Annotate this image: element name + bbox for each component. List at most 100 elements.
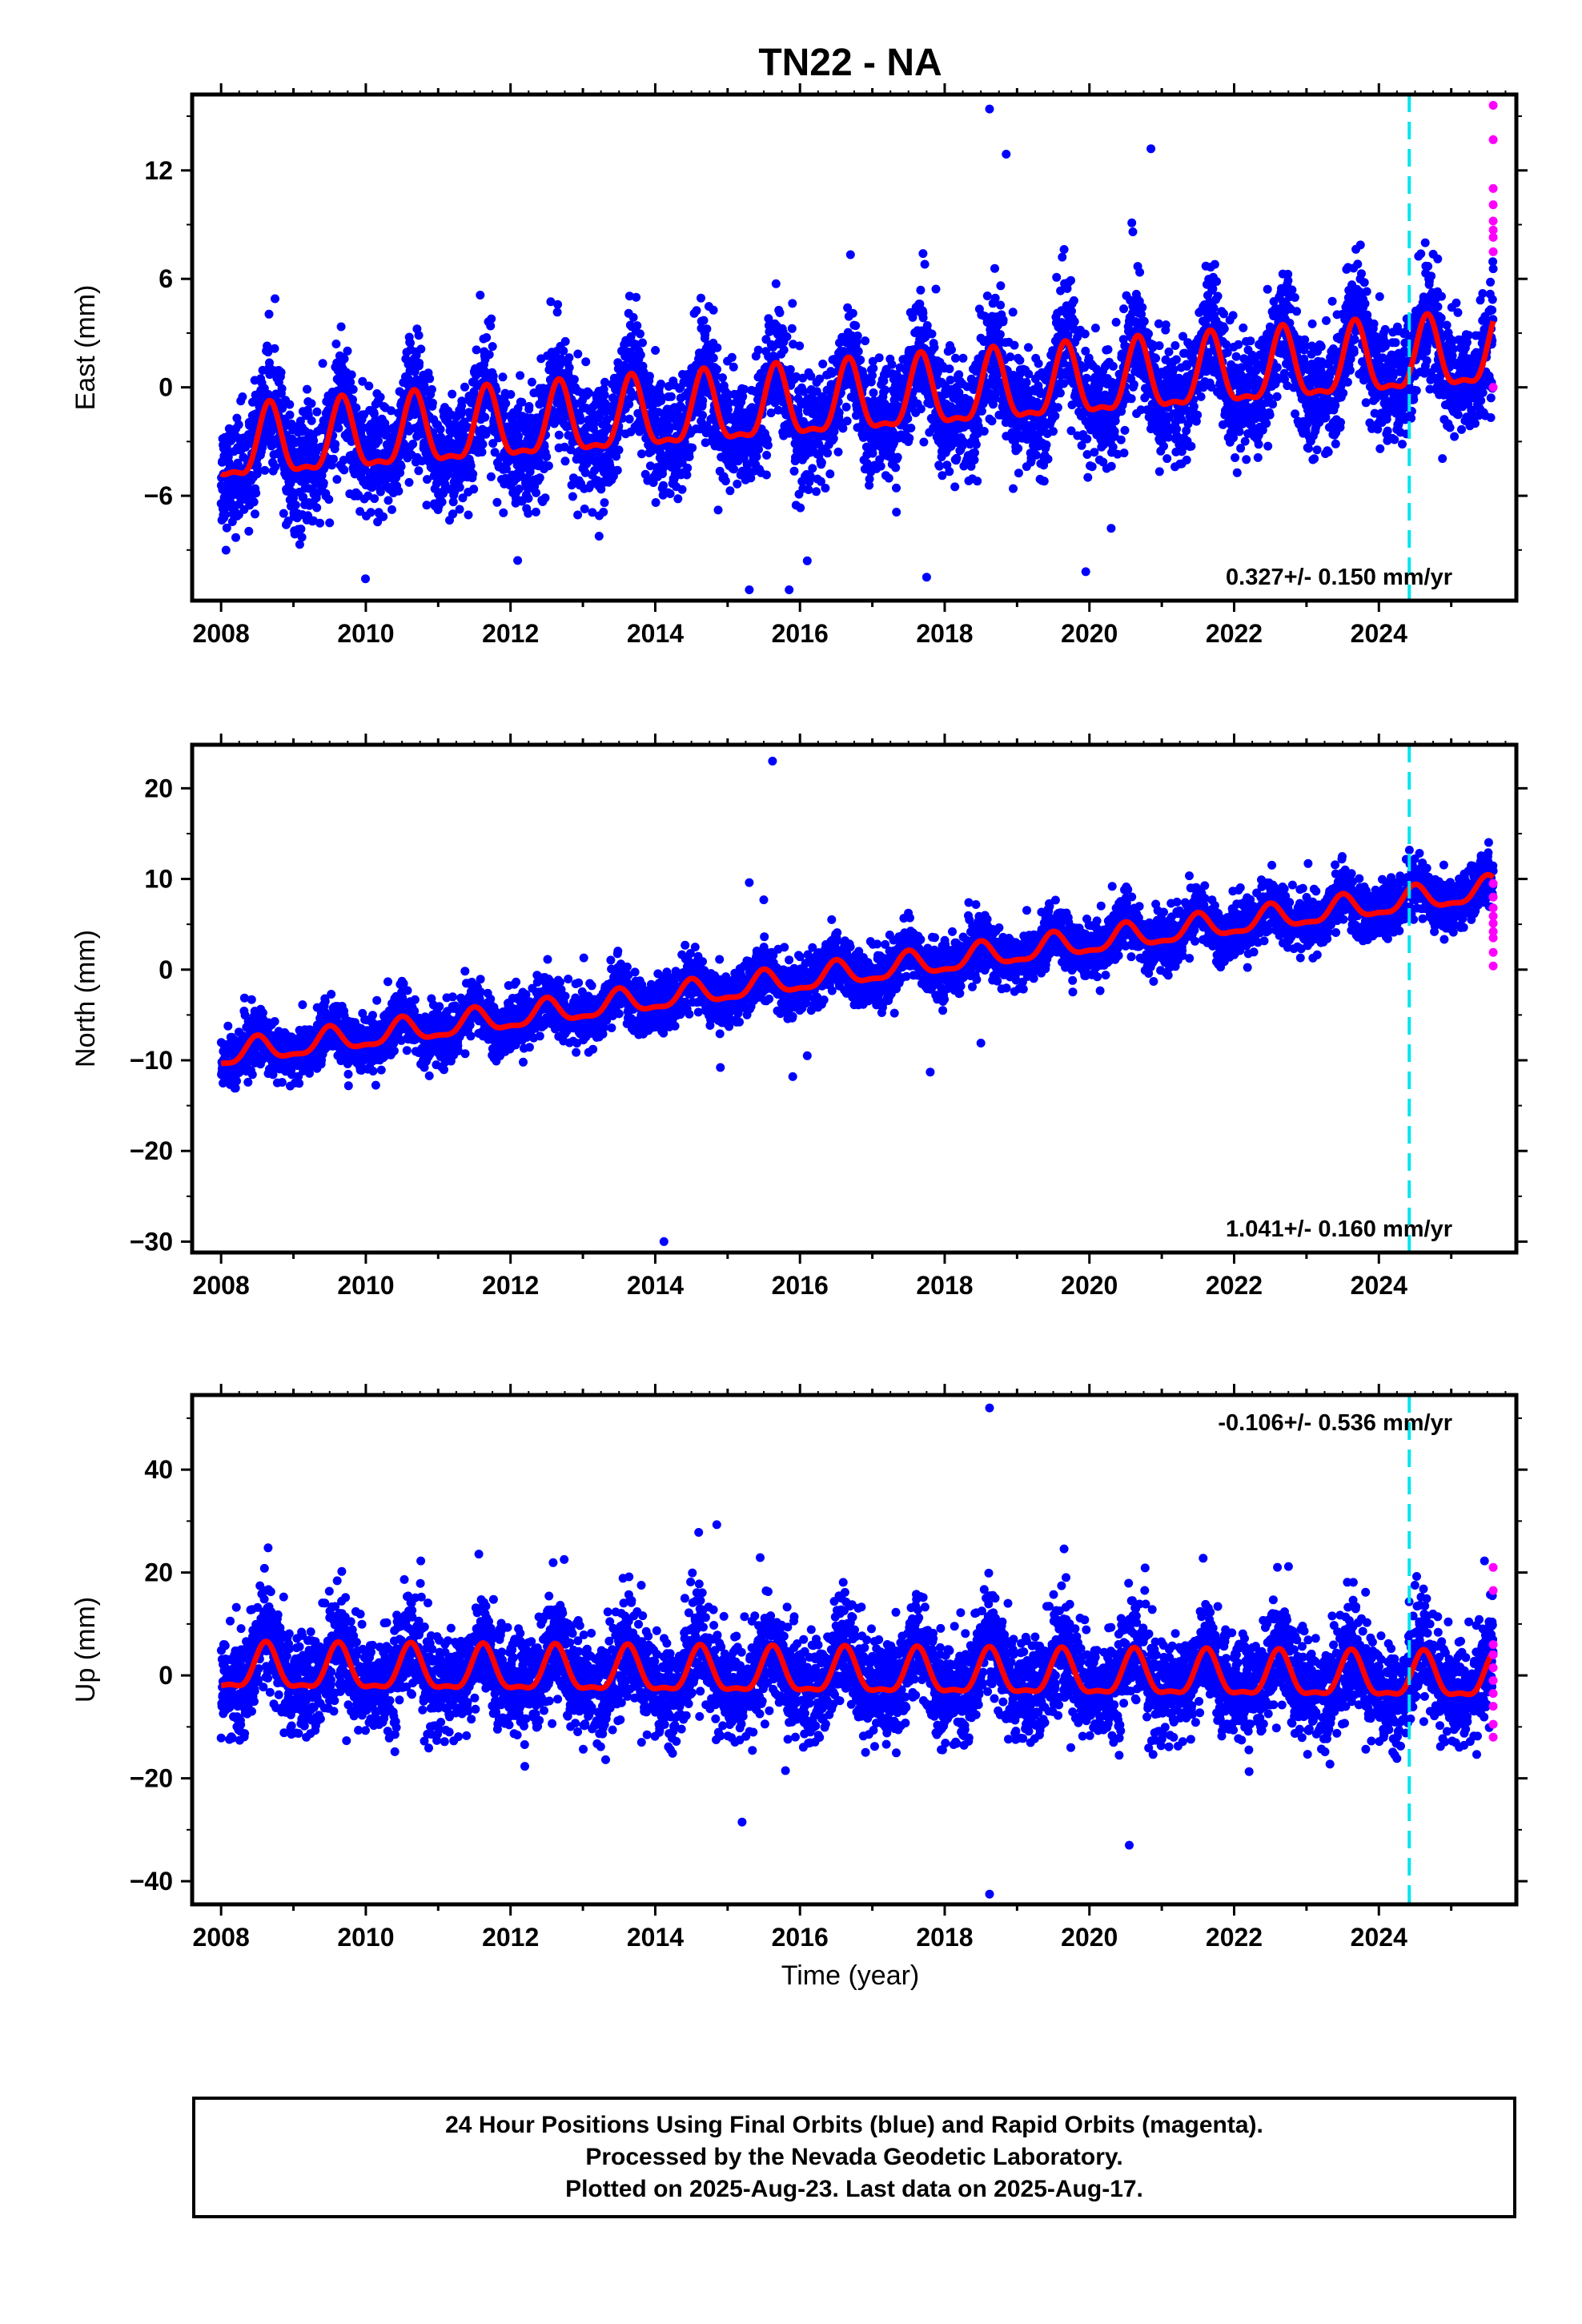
east-rapid-point-3 xyxy=(1488,200,1498,210)
up-rapid-point-3 xyxy=(1488,1650,1498,1659)
east-ytick-label: 12 xyxy=(144,156,173,185)
north-rapid-point-3 xyxy=(1488,911,1498,921)
up-rapid-point-0 xyxy=(1488,1562,1498,1572)
up-xtick-label-2018: 2018 xyxy=(916,1923,973,1952)
east-xtick-label-2018: 2018 xyxy=(916,619,973,648)
east-panel: 2008 2010 2012 2014 2016 2018 2020 2022 2024 −6 0 6… xyxy=(70,83,1528,648)
east-rapid-point-1 xyxy=(1488,135,1498,144)
footer-box: 24 Hour Positions Using Final Orbits (bl… xyxy=(192,2097,1516,2218)
north-rapid-point-5 xyxy=(1488,927,1498,936)
x-axis-label: Time (year) xyxy=(781,1960,920,1991)
east-xtick-label-2010: 2010 xyxy=(337,619,394,648)
up-rapid-points xyxy=(1488,1562,1498,1742)
up-model xyxy=(219,1395,1496,1904)
north-rapid-points xyxy=(1488,879,1498,971)
up-ytick-label: −40 xyxy=(130,1867,173,1896)
east-rapid-point-4 xyxy=(1488,216,1498,226)
north-rate-label: 1.041+/- 0.160 mm/yr xyxy=(1226,1216,1452,1242)
footer-line-3: Plotted on 2025-Aug-23. Last data on 202… xyxy=(565,2176,1143,2202)
east-rapid-point-0 xyxy=(1488,101,1498,111)
north-final-orbit-points xyxy=(216,756,1498,1246)
up-ytick-label: −20 xyxy=(130,1764,173,1793)
up-ytick-label: 20 xyxy=(144,1558,173,1587)
up-rapid-point-7 xyxy=(1488,1702,1498,1711)
up-model-line xyxy=(219,1638,1496,1698)
east-y-axis-label: East (mm) xyxy=(70,285,101,411)
north-xtick-label-2016: 2016 xyxy=(772,1271,829,1300)
north-xtick-label-2012: 2012 xyxy=(482,1271,539,1300)
north-ytick-label: −30 xyxy=(130,1227,173,1256)
east-ytick-label: 0 xyxy=(159,373,173,402)
up-xtick-label-2010: 2010 xyxy=(337,1923,394,1952)
east-xtick-label-2014: 2014 xyxy=(627,619,684,648)
up-rapid-point-8 xyxy=(1488,1719,1498,1729)
east-rapid-point-7 xyxy=(1488,247,1498,256)
up-rapid-point-5 xyxy=(1488,1676,1498,1686)
north-y-axis-label: North (mm) xyxy=(70,930,101,1068)
north-xtick-label-2010: 2010 xyxy=(337,1271,394,1300)
north-rapid-point-7 xyxy=(1488,947,1498,957)
up-rate-label: -0.106+/- 0.536 mm/yr xyxy=(1218,1410,1452,1436)
north-rapid-point-2 xyxy=(1488,903,1498,913)
east-ytick-label: −6 xyxy=(144,481,173,510)
east-rapid-point-8 xyxy=(1488,383,1498,392)
north-rapid-point-6 xyxy=(1488,933,1498,943)
up-ytick-label: 40 xyxy=(144,1455,173,1484)
footer-line-2: Processed by the Nevada Geodetic Laborat… xyxy=(585,2144,1123,2170)
east-xtick-label-2008: 2008 xyxy=(193,619,250,648)
east-rapid-point-2 xyxy=(1488,183,1498,193)
north-rapid-point-0 xyxy=(1488,879,1498,888)
up-points xyxy=(216,1403,1498,1899)
up-rapid-point-9 xyxy=(1488,1732,1498,1742)
east-final-orbit-points xyxy=(216,104,1498,595)
north-model xyxy=(219,745,1496,1252)
north-ytick-label: 0 xyxy=(159,955,173,984)
up-xtick-label-2024: 2024 xyxy=(1351,1923,1407,1952)
east-model xyxy=(219,94,1496,601)
east-ytick-label: 6 xyxy=(159,264,173,293)
north-ytick-label: 20 xyxy=(144,774,173,802)
north-panel: 2008 2010 2012 2014 2016 2018 2020 2022 2024−30−… xyxy=(70,734,1528,1300)
up-xtick-label-2008: 2008 xyxy=(193,1923,250,1952)
north-ytick-label: −10 xyxy=(130,1046,173,1075)
up-final-orbit-points xyxy=(216,1403,1498,1899)
east-xtick-label-2020: 2020 xyxy=(1061,619,1118,648)
up-xtick-label-2016: 2016 xyxy=(772,1923,829,1952)
up-rapid-point-4 xyxy=(1488,1663,1498,1672)
up-rapid-point-1 xyxy=(1488,1586,1498,1595)
up-xtick-label-2022: 2022 xyxy=(1206,1923,1263,1952)
east-xtick-label-2024: 2024 xyxy=(1351,619,1407,648)
east-rate-label: 0.327+/- 0.150 mm/yr xyxy=(1226,565,1452,590)
up-xtick-label-2014: 2014 xyxy=(627,1923,684,1952)
north-ytick-label: 10 xyxy=(144,865,173,894)
north-xtick-label-2022: 2022 xyxy=(1206,1271,1263,1300)
north-points xyxy=(216,756,1498,1246)
north-ytick-label: −20 xyxy=(130,1136,173,1165)
east-rapid-point-6 xyxy=(1488,232,1498,242)
east-points xyxy=(216,104,1498,595)
up-ytick-label: 0 xyxy=(159,1661,173,1690)
north-xtick-label-2018: 2018 xyxy=(916,1271,973,1300)
east-xtick-label-2022: 2022 xyxy=(1206,619,1263,648)
east-xtick-label-2016: 2016 xyxy=(772,619,829,648)
north-xtick-label-2008: 2008 xyxy=(193,1271,250,1300)
east-xtick-label-2012: 2012 xyxy=(482,619,539,648)
north-rapid-point-8 xyxy=(1488,961,1498,971)
north-rapid-point-4 xyxy=(1488,919,1498,928)
north-rapid-point-1 xyxy=(1488,892,1498,902)
up-rapid-point-2 xyxy=(1488,1640,1498,1650)
up-rapid-point-6 xyxy=(1488,1689,1498,1699)
up-y-axis-label: Up (mm) xyxy=(70,1597,101,1703)
east-rapid-points xyxy=(1488,101,1498,392)
east-model-line xyxy=(219,311,1496,478)
north-xtick-label-2020: 2020 xyxy=(1061,1271,1118,1300)
east-rapid-point-5 xyxy=(1488,225,1498,235)
up-panel: 2008 2010 2012 2014 2016 2018 2020 2022 2024 −40 −… xyxy=(70,1384,1528,1952)
north-xtick-label-2014: 2014 xyxy=(627,1271,684,1300)
north-model-line xyxy=(219,871,1496,1067)
chart-title: TN22 - NA xyxy=(758,42,942,84)
up-xtick-label-2012: 2012 xyxy=(482,1923,539,1952)
footer-line-1: 24 Hour Positions Using Final Orbits (bl… xyxy=(445,2112,1263,2138)
north-xtick-label-2024: 2024 xyxy=(1351,1271,1407,1300)
